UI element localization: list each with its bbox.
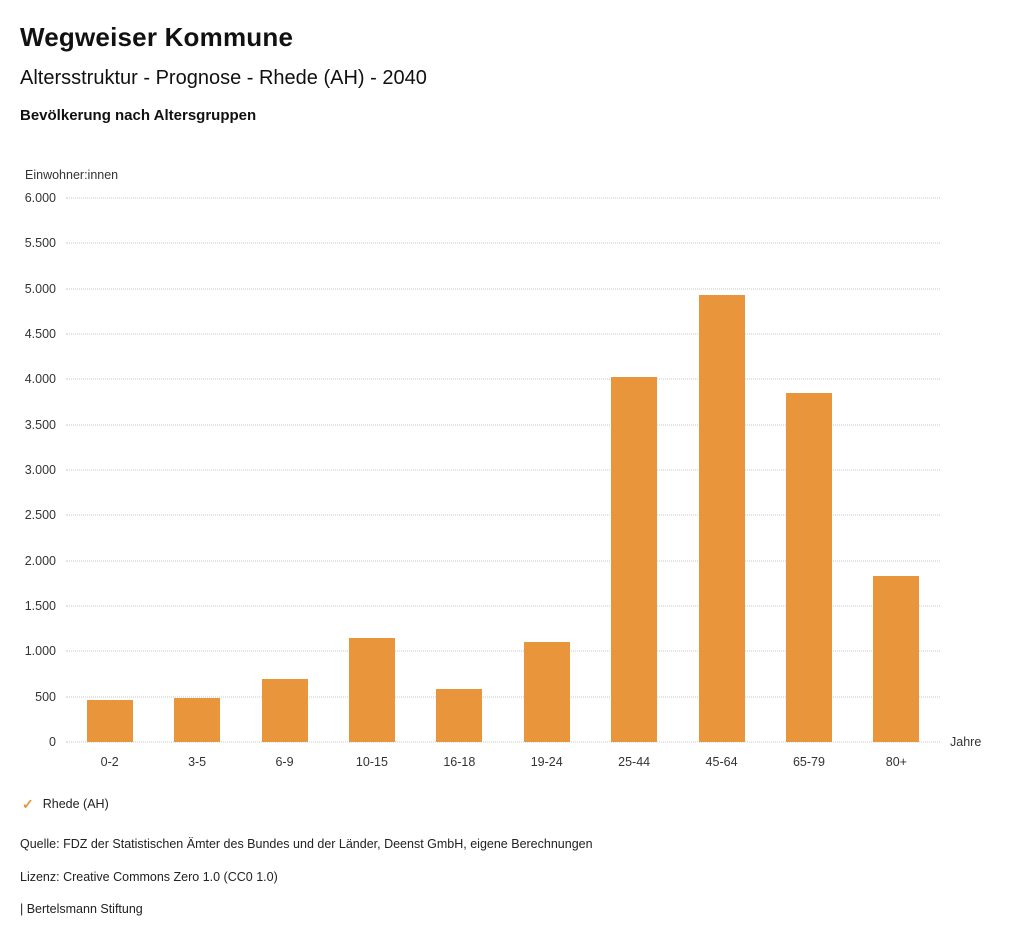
gridline xyxy=(66,242,940,244)
y-tick-label: 1.000 xyxy=(24,644,56,659)
bars-layer xyxy=(66,198,940,742)
bar-cell xyxy=(678,198,765,742)
license-text: Lizenz: Creative Commons Zero 1.0 (CC0 1… xyxy=(20,869,278,884)
x-tick-label: 80+ xyxy=(885,755,907,769)
bar-cell xyxy=(66,198,153,742)
plot-wrap: Jahre 0 500 1.000 1.500 2.000 2.500 3.000 3.500… xyxy=(25,191,982,769)
y-tick-label: 4.000 xyxy=(24,372,56,387)
chart-subtitle: Altersstruktur - Prognose - Rhede (AH) -… xyxy=(20,67,427,89)
bar-cell xyxy=(416,198,503,742)
bar-65-79[interactable] xyxy=(785,392,832,742)
footer: Quelle: FDZ der Statistischen Ämter des … xyxy=(20,837,1004,916)
bar-16-18[interactable] xyxy=(436,688,483,742)
header: Wegweiser Kommune Altersstruktur - Progn… xyxy=(20,22,1004,124)
gridline xyxy=(66,696,940,698)
y-axis-title: Einwohner:innen xyxy=(25,168,119,182)
x-axis-title: Jahre xyxy=(950,735,982,749)
bar-3-5[interactable] xyxy=(174,697,221,742)
bar-10-15[interactable] xyxy=(348,637,395,742)
page-title: Wegweiser Kommune xyxy=(20,22,294,52)
gridline xyxy=(66,514,940,516)
x-tick-label: 19-24 xyxy=(530,755,563,769)
x-tick-label: 3-5 xyxy=(188,755,207,769)
chart: Einwohner:innen Jahre 0 500 1.000 1.500 2.00… xyxy=(20,168,1004,811)
gridline xyxy=(66,424,940,426)
x-tick-label: 10-15 xyxy=(355,755,388,769)
bar-cell xyxy=(153,198,240,742)
bar-25-44[interactable] xyxy=(611,376,658,742)
y-tick-label: 1.500 xyxy=(24,599,56,613)
x-tick-label: 6-9 xyxy=(275,755,294,769)
bar-80+[interactable] xyxy=(873,576,920,742)
chart-heading: Bevölkerung nach Altersgruppen xyxy=(20,107,257,124)
gridline xyxy=(66,741,940,743)
bar-0-2[interactable] xyxy=(86,700,133,742)
gridline xyxy=(66,469,940,471)
gridline xyxy=(66,605,940,607)
gridline xyxy=(66,560,940,562)
bar-cell xyxy=(853,198,940,742)
bar-45-64[interactable] xyxy=(698,295,745,742)
bar-cell xyxy=(241,198,328,742)
y-tick-label: 0 xyxy=(49,735,56,749)
bar-cell xyxy=(590,198,677,742)
bar-6-9[interactable] xyxy=(261,678,308,742)
x-tick-label: 45-64 xyxy=(705,755,738,769)
x-axis-labels: 0-2 3-5 6-9 10-15 16-18 19-24 25-44 45-64 65-79 8… xyxy=(66,755,940,769)
y-tick-label: 2.500 xyxy=(24,508,56,523)
x-tick-label: 16-18 xyxy=(443,755,476,769)
y-tick-label: 4.500 xyxy=(24,327,56,341)
plot-area: Jahre 0 500 1.000 1.500 2.000 2.500 3.000 3.500… xyxy=(25,191,982,749)
gridline xyxy=(66,333,940,335)
y-tick-label: 2.000 xyxy=(24,553,56,568)
y-tick-label: 5.000 xyxy=(24,281,56,296)
x-tick-label: 0-2 xyxy=(100,755,119,769)
gridline xyxy=(66,197,940,199)
x-tick-label: 25-44 xyxy=(618,755,651,769)
gridline xyxy=(66,650,940,652)
source-text: Quelle: FDZ der Statistischen Ämter des … xyxy=(20,837,593,851)
gridline xyxy=(66,288,940,290)
y-tick-label: 6.000 xyxy=(24,191,56,205)
legend-check-icon: ✓ xyxy=(22,796,34,812)
legend-item-rhede[interactable]: ✓ Rhede (AH) xyxy=(22,797,1004,811)
y-tick-label: 500 xyxy=(35,689,56,704)
gridline xyxy=(66,378,940,380)
y-tick-label: 3.000 xyxy=(24,463,56,477)
bar-19-24[interactable] xyxy=(523,642,570,742)
y-tick-label: 5.500 xyxy=(24,236,56,251)
bar-cell xyxy=(503,198,590,742)
bar-cell xyxy=(765,198,852,742)
x-tick-label: 65-79 xyxy=(792,755,825,769)
legend-label: Rhede (AH) xyxy=(42,797,109,811)
attribution-text: | Bertelsmann Stiftung xyxy=(20,902,143,916)
bar-cell xyxy=(328,198,415,742)
y-tick-label: 3.500 xyxy=(24,417,56,432)
